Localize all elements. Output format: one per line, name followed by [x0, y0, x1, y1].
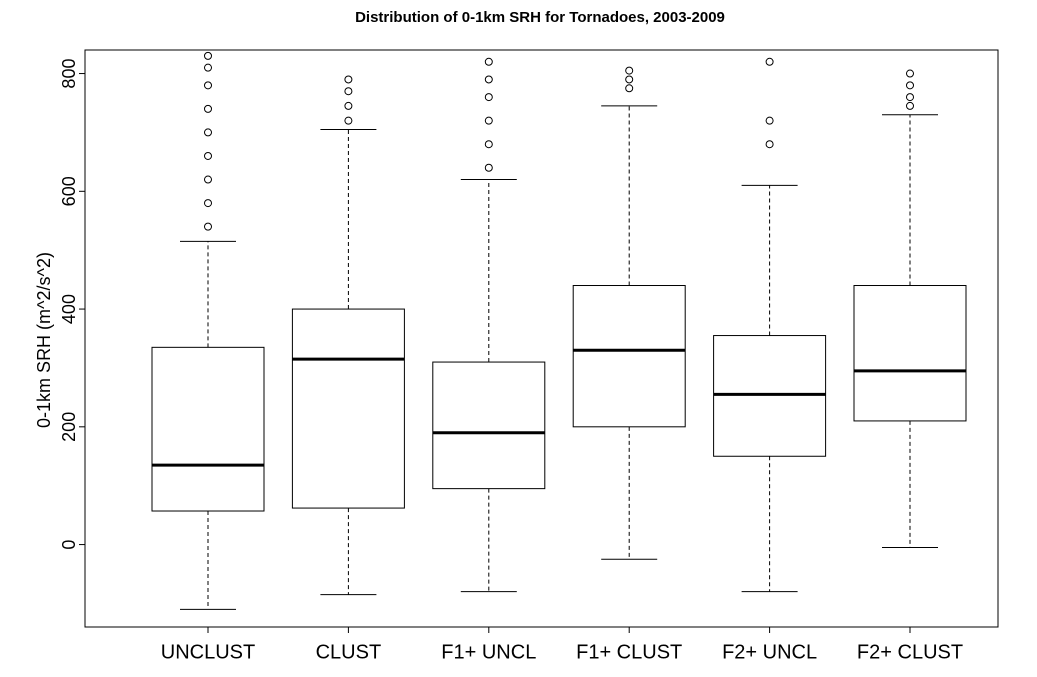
chart-title: Distribution of 0-1km SRH for Tornadoes,… [355, 9, 725, 26]
outlier [906, 69, 914, 78]
y-tick-label: 600 [59, 176, 79, 206]
outlier [204, 199, 212, 208]
outlier [765, 140, 774, 149]
outlier [484, 140, 493, 149]
outlier [484, 57, 493, 66]
y-tick-label: 800 [59, 59, 79, 89]
outlier [765, 116, 774, 125]
outlier [204, 51, 212, 60]
box [572, 285, 686, 428]
x-tick-label: UNCLUST [161, 641, 255, 663]
outlier [204, 81, 212, 90]
outlier [344, 87, 353, 96]
x-tick-label: F2+ UNCL [722, 641, 817, 663]
outlier [484, 93, 493, 102]
y-axis-label: 0-1km SRH (m^2/s^2) [34, 252, 54, 428]
outlier [344, 75, 353, 84]
box [291, 308, 405, 509]
box [151, 346, 265, 512]
x-tick-label: CLUST [316, 641, 382, 663]
outlier [204, 128, 212, 137]
outlier [625, 75, 634, 84]
outlier [344, 101, 353, 110]
box [432, 361, 546, 490]
outlier [204, 63, 212, 72]
outlier [906, 93, 914, 102]
y-tick-label: 200 [59, 412, 79, 442]
x-tick-label: F2+ CLUST [857, 641, 963, 663]
outlier [204, 175, 212, 184]
box [853, 285, 967, 422]
y-tick-label: 400 [59, 294, 79, 324]
outlier [204, 222, 212, 231]
outlier [204, 104, 212, 113]
outlier [625, 84, 634, 93]
x-tick-label: F1+ UNCL [441, 641, 536, 663]
outlier [484, 75, 493, 84]
outlier [204, 151, 212, 160]
outlier [906, 101, 914, 110]
x-tick-label: F1+ CLUST [576, 641, 682, 663]
outlier [484, 116, 493, 125]
y-tick-label: 0 [59, 540, 79, 550]
outlier [344, 116, 353, 125]
outlier [484, 163, 493, 172]
outlier [906, 81, 914, 90]
outlier [625, 66, 634, 75]
plot-frame [84, 49, 999, 628]
outlier [765, 57, 774, 66]
